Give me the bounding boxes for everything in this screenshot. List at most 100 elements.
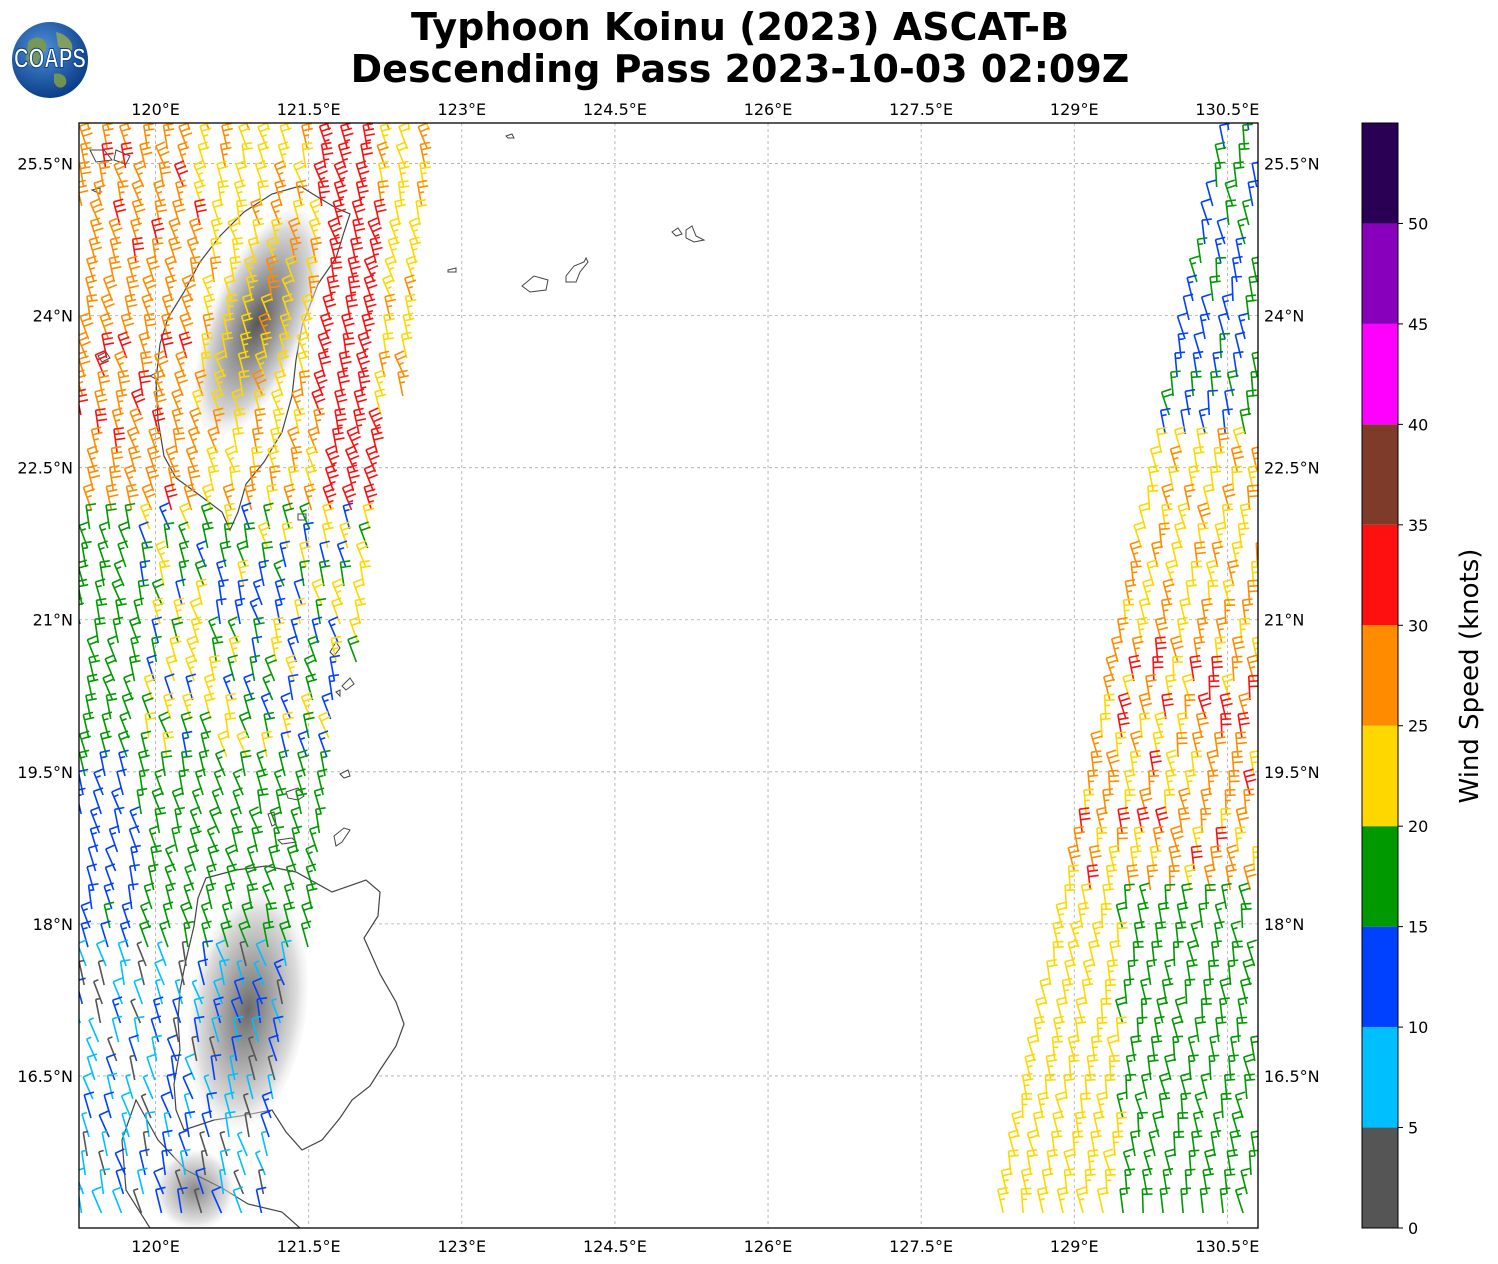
wind-barb	[1242, 1056, 1252, 1081]
wind-barb-flag	[302, 127, 313, 132]
wind-barb-flag	[127, 303, 138, 308]
wind-barb-flag	[1232, 945, 1243, 949]
wind-barb-flag	[1178, 787, 1189, 792]
wind-barb-flag	[182, 132, 193, 138]
wind-barb-flag	[420, 166, 431, 170]
wind-barb-flag	[213, 407, 224, 412]
wind-barb	[178, 961, 185, 986]
wind-barb-flag	[1202, 603, 1213, 607]
wind-barb-flag	[266, 901, 277, 906]
wind-barb-flag	[347, 464, 358, 469]
wind-barb	[247, 1038, 258, 1062]
wind-barb-flag	[355, 417, 367, 422]
wind-barb-flag	[358, 545, 369, 551]
wind-barb-flag	[137, 793, 144, 797]
wind-barb-flag	[1120, 1193, 1126, 1196]
wind-barb-flag	[109, 255, 120, 260]
wind-barb-flag	[192, 787, 203, 793]
wind-barb-flag	[175, 179, 186, 184]
wind-barb-flag	[172, 996, 183, 1001]
lon-tick-label-bottom: 121.5°E	[277, 1237, 341, 1256]
wind-barb-flag	[1247, 579, 1258, 582]
wind-barb-flag	[212, 787, 223, 793]
wind-barb-flag	[152, 578, 163, 584]
wind-barb	[151, 239, 157, 264]
wind-barb-flag	[364, 109, 374, 112]
wind-barb	[1147, 485, 1151, 511]
wind-barb-flag	[118, 361, 125, 366]
wind-barb	[1074, 1113, 1080, 1138]
wind-barb-flag	[175, 1168, 181, 1173]
wind-barb-flag	[261, 1130, 267, 1134]
wind-barb	[1238, 885, 1248, 910]
wind-barb-flag	[1168, 464, 1179, 469]
wind-barb-flag	[211, 217, 222, 222]
longitude-ticks-bottom: 120°E 121.5°E 123°E 124.5°E 126°E 127.5°E 129°…	[131, 1237, 1259, 1256]
wind-barb	[1215, 1018, 1220, 1043]
wind-barb	[1230, 1037, 1236, 1062]
wind-barb-flag	[347, 304, 358, 308]
wind-barb-flag	[359, 360, 370, 366]
wind-barb-flag	[256, 768, 267, 773]
wind-barb-flag	[111, 578, 122, 584]
wind-barb	[187, 430, 198, 454]
wind-barb	[130, 847, 137, 872]
wind-barb-flag	[1195, 546, 1206, 550]
wind-barb	[117, 525, 129, 549]
wind-barb-flag	[245, 527, 256, 531]
wind-barb-flag	[403, 312, 414, 317]
wind-barb-flag	[1171, 1015, 1182, 1020]
wind-barb-flag	[1223, 678, 1234, 684]
wind-barb-flag	[152, 597, 163, 602]
wind-barb-flag	[1189, 469, 1200, 474]
wind-barb	[86, 258, 95, 283]
wind-barb-flag	[1181, 513, 1187, 517]
wind-barb-flag	[1215, 926, 1221, 930]
wind-barb-flag	[165, 445, 176, 451]
wind-barb-flag	[128, 260, 140, 265]
wind-barb	[1103, 694, 1107, 720]
wind-barb-flag	[246, 488, 257, 493]
wind-barb	[1055, 904, 1064, 929]
wind-barb-flag	[95, 184, 106, 189]
wind-barb-flag	[239, 355, 250, 360]
wind-barb-flag	[275, 597, 286, 602]
wind-barb-flag	[98, 959, 104, 963]
wind-barb	[1100, 903, 1104, 929]
wind-barb-flag	[236, 603, 242, 607]
wind-barb-flag	[226, 514, 232, 517]
wind-barb-flag	[278, 749, 290, 754]
wind-barb-flag	[272, 640, 283, 645]
wind-barb-flag	[1185, 394, 1192, 398]
wind-barb-flag	[1074, 831, 1085, 835]
wind-barb	[1051, 1037, 1056, 1062]
wind-barb	[193, 201, 201, 226]
wind-barb-flag	[357, 331, 368, 337]
wind-barb	[1108, 847, 1116, 872]
wind-barb-flag	[289, 641, 295, 646]
wind-barb-flag	[242, 142, 253, 146]
wind-barb-flag	[1211, 850, 1222, 854]
wind-barb	[1130, 562, 1135, 587]
wind-barb-flag	[275, 628, 281, 631]
wind-barb	[129, 810, 141, 834]
wind-barb-flag	[191, 261, 202, 265]
wind-barb	[246, 277, 254, 302]
wind-barb-flag	[1210, 1040, 1217, 1044]
wind-barb	[1219, 999, 1224, 1024]
wind-barb-flag	[350, 236, 361, 241]
wind-barb-flag	[1108, 964, 1119, 968]
wind-barb-flag	[1139, 628, 1145, 631]
wind-barb-flag	[117, 393, 128, 398]
wind-barb-flag	[1215, 161, 1226, 164]
wind-barb-flag	[112, 977, 123, 983]
wind-barb-flag	[323, 347, 329, 352]
wind-barb-flag	[237, 165, 248, 171]
wind-barb-flag	[375, 423, 381, 428]
wind-barb-flag	[1156, 621, 1167, 626]
wind-barb-flag	[1124, 603, 1135, 607]
wind-barb-flag	[1242, 1173, 1248, 1177]
wind-barb-flag	[304, 298, 315, 304]
wind-barb-flag	[189, 849, 200, 855]
wind-barb-flag	[1174, 351, 1186, 354]
